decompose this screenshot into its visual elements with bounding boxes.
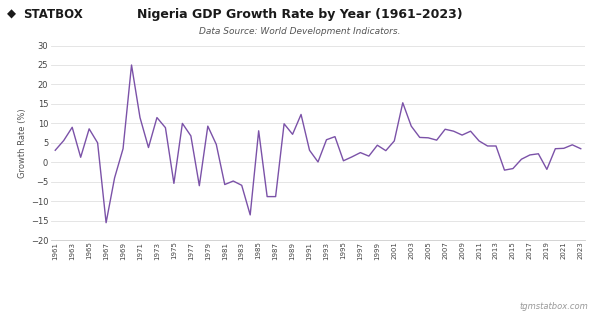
- Text: Data Source: World Development Indicators.: Data Source: World Development Indicator…: [199, 27, 401, 36]
- Text: ◆: ◆: [7, 8, 16, 21]
- Text: tgmstatbox.com: tgmstatbox.com: [519, 302, 588, 311]
- Text: STATBOX: STATBOX: [23, 8, 83, 21]
- Text: Nigeria GDP Growth Rate by Year (1961–2023): Nigeria GDP Growth Rate by Year (1961–20…: [137, 8, 463, 21]
- Y-axis label: Growth Rate (%): Growth Rate (%): [17, 108, 26, 178]
